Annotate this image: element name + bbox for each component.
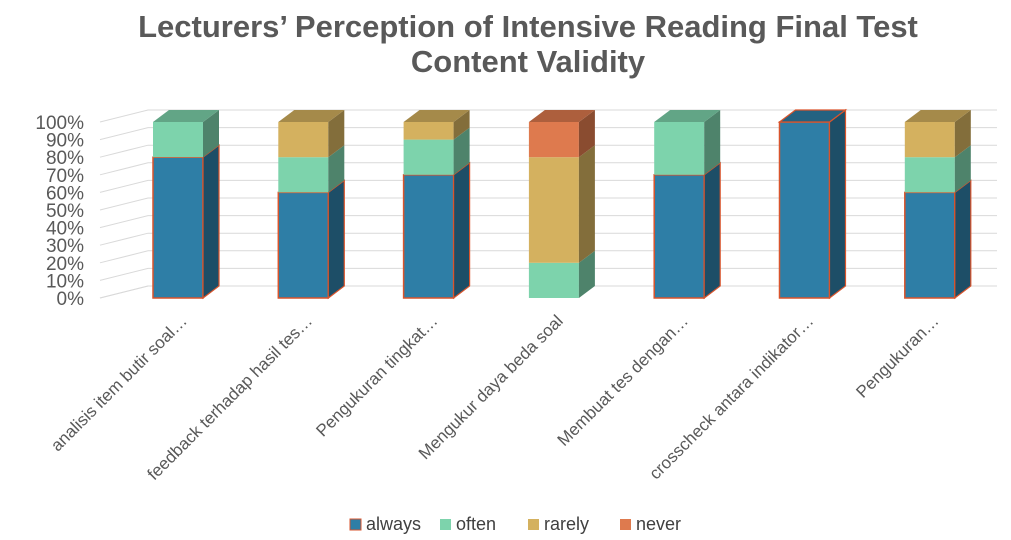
bar-side-rarely [578, 145, 595, 263]
bar-top-never [528, 110, 595, 122]
bar-often [403, 139, 454, 175]
y-tick-label: 40% [46, 219, 84, 240]
x-tick-label: Mengukur daya beda soal [415, 311, 567, 463]
bar-side-often [954, 145, 971, 193]
legend-label-never: never [636, 514, 681, 534]
bar-rarely [904, 122, 955, 158]
y-tick-label: 70% [46, 166, 84, 187]
bar-often [153, 122, 203, 158]
bar-often [654, 122, 705, 175]
x-tick-label: Pengukuran… [852, 311, 942, 401]
bar-always [277, 191, 330, 299]
bar-side-always [202, 143, 220, 300]
y-tick-label: 90% [46, 131, 84, 152]
bar-side-rarely [453, 110, 470, 140]
bar-always [778, 121, 831, 299]
bar-side-often [704, 110, 721, 175]
y-tick-label: 100% [35, 113, 84, 134]
x-tick-label: Membuat tes dengan… [554, 311, 692, 449]
bar-rarely [528, 157, 579, 263]
y-tick-label: 50% [46, 201, 84, 222]
bar-rarely [403, 122, 454, 140]
y-tick-label: 80% [46, 148, 84, 169]
bar-top-often [153, 110, 219, 122]
y-axis: 0%10%20%30%40%50%60%70%80%90%100% [35, 113, 84, 310]
x-axis: analisis item butir soal…feedback terhad… [47, 311, 943, 483]
bar-side-always [703, 161, 721, 300]
chart-title-line-2: Content Validity [411, 44, 646, 79]
bar-side-often [578, 250, 595, 298]
x-tick-label: Pengukuran tingkat… [312, 311, 441, 440]
bar-often [904, 157, 955, 193]
bar-top-rarely [403, 110, 470, 122]
bar-side-often [203, 110, 219, 158]
bar-side-always [453, 161, 471, 300]
legend-swatch-always [349, 518, 362, 531]
bar-always [904, 191, 956, 299]
bar-side-never [578, 110, 595, 158]
bar-always [402, 174, 455, 299]
legend-swatch-often [440, 519, 451, 530]
bar-side-rarely [954, 110, 971, 158]
y-tick-label: 30% [46, 236, 84, 257]
bar-top-always [777, 109, 848, 123]
bar-top-rarely [904, 110, 971, 122]
chart-title: Lecturers’ Perception of Intensive Readi… [138, 9, 918, 79]
bar-always [653, 174, 705, 299]
y-tick-label: 0% [57, 289, 85, 310]
bar-top-often [654, 110, 721, 122]
bar-rarely [278, 122, 329, 158]
bar-side-often [453, 127, 470, 175]
y-tick-label: 20% [46, 254, 84, 275]
legend: always often rarely never [349, 514, 681, 534]
bar-often [528, 262, 579, 298]
legend-label-always: always [366, 514, 421, 534]
bar-side-rarely [328, 110, 345, 158]
legend-label-rarely: rarely [544, 514, 589, 534]
bar-side-often [328, 145, 345, 193]
bar-side-always [327, 179, 345, 300]
legend-label-often: often [456, 514, 496, 534]
bars [152, 108, 972, 300]
bar-side-always [954, 179, 972, 300]
legend-swatch-rarely [528, 519, 539, 530]
legend-swatch-never [620, 519, 631, 530]
x-tick-label: analisis item butir soal… [47, 311, 191, 455]
bar-side-always [828, 108, 847, 300]
y-tick-label: 60% [46, 183, 84, 204]
y-tick-label: 10% [46, 271, 84, 292]
bar-often [278, 157, 329, 193]
bar-never [528, 122, 579, 158]
bar-top-rarely [278, 110, 345, 122]
bar-always [152, 156, 204, 299]
chart-title-line-1: Lecturers’ Perception of Intensive Readi… [138, 9, 918, 44]
